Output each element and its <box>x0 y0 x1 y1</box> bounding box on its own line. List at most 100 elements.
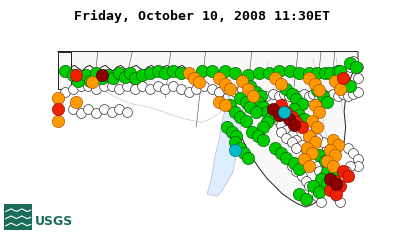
Point <box>324 146 330 150</box>
Point <box>319 174 326 178</box>
Point <box>337 69 343 73</box>
Point <box>155 84 161 88</box>
Point <box>324 94 330 98</box>
Point <box>345 174 351 178</box>
Point <box>314 194 320 198</box>
Point <box>339 77 346 80</box>
Point <box>293 138 300 142</box>
Point <box>355 77 361 80</box>
Point <box>185 71 192 75</box>
Point <box>110 77 116 80</box>
Point <box>347 164 354 167</box>
Point <box>237 115 243 119</box>
Point <box>178 71 184 75</box>
Point <box>85 84 92 88</box>
Point <box>310 159 317 163</box>
Point <box>316 154 323 157</box>
Point <box>314 88 320 92</box>
Point <box>293 97 300 101</box>
Text: USGS: USGS <box>35 215 74 228</box>
Point <box>311 141 318 144</box>
Point <box>216 100 223 104</box>
Point <box>322 159 328 163</box>
Point <box>276 69 282 73</box>
Point <box>301 157 307 161</box>
Point <box>61 69 68 73</box>
Point <box>278 82 284 86</box>
Point <box>258 102 264 106</box>
Point <box>302 125 309 129</box>
Point <box>258 94 264 98</box>
Point <box>302 197 309 201</box>
Point <box>287 69 293 73</box>
Point <box>247 84 253 88</box>
Point <box>224 87 230 90</box>
Point <box>296 71 303 75</box>
Point <box>70 87 76 90</box>
Point <box>329 174 336 178</box>
Point <box>309 119 315 123</box>
Point <box>245 92 251 96</box>
Point <box>326 184 332 188</box>
Point <box>191 77 197 80</box>
FancyBboxPatch shape <box>4 204 32 230</box>
Point <box>306 71 313 75</box>
Point <box>256 71 263 75</box>
Point <box>83 73 89 77</box>
Point <box>332 79 338 83</box>
Point <box>262 107 269 111</box>
Point <box>231 148 238 152</box>
Point <box>299 144 305 147</box>
Point <box>329 138 336 142</box>
Point <box>316 169 323 173</box>
Point <box>329 164 336 167</box>
Point <box>299 125 305 129</box>
Point <box>310 190 317 194</box>
Point <box>260 105 267 109</box>
Point <box>306 154 313 157</box>
Point <box>255 134 261 138</box>
Point <box>337 174 343 178</box>
Point <box>255 100 261 104</box>
Point <box>288 115 295 119</box>
Point <box>155 69 161 73</box>
Point <box>316 190 323 194</box>
Point <box>250 94 257 98</box>
Point <box>335 69 341 73</box>
Polygon shape <box>207 96 240 196</box>
Point <box>306 134 313 138</box>
Point <box>333 194 340 198</box>
Point <box>288 133 295 137</box>
Point <box>231 71 238 75</box>
Point <box>316 94 323 98</box>
Point <box>299 174 305 178</box>
Point <box>314 136 320 140</box>
Point <box>281 92 287 96</box>
Point <box>286 110 292 114</box>
Point <box>314 164 320 167</box>
Point <box>324 182 330 186</box>
Point <box>291 161 297 165</box>
Point <box>273 117 280 121</box>
Point <box>242 100 249 104</box>
Point <box>239 79 246 83</box>
Point <box>270 107 276 111</box>
Point <box>78 111 84 115</box>
Point <box>301 92 307 96</box>
Point <box>309 131 315 134</box>
Point <box>333 182 340 186</box>
Point <box>311 82 318 86</box>
Point <box>247 94 253 98</box>
Point <box>311 104 318 107</box>
Point <box>70 73 76 77</box>
Point <box>293 146 300 150</box>
Point <box>221 104 228 107</box>
Point <box>329 92 336 96</box>
Point <box>208 69 215 73</box>
Point <box>252 110 259 114</box>
Point <box>339 92 346 96</box>
Point <box>116 107 122 111</box>
Point <box>221 69 228 73</box>
Point <box>268 111 274 115</box>
Point <box>98 77 105 80</box>
